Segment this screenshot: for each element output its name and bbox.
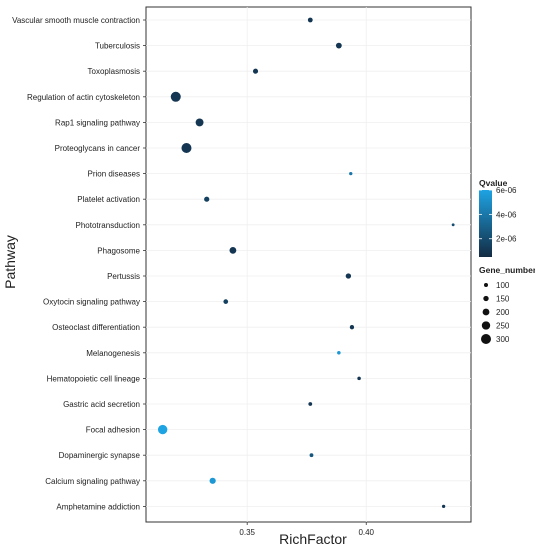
color-legend-label: 6e-06 (496, 186, 517, 195)
size-legend-dot (481, 334, 491, 344)
y-tick-label: Toxoplasmosis (88, 67, 140, 76)
y-tick-label: Tuberculosis (95, 42, 140, 51)
data-point (195, 118, 204, 127)
color-legend-bar (479, 190, 492, 257)
y-tick-label: Gastric acid secretion (63, 400, 140, 409)
data-point (204, 196, 210, 202)
x-tick-label: 0.35 (239, 528, 255, 537)
data-point (252, 68, 259, 74)
size-legend-dot (483, 282, 489, 288)
y-tick-label: Dopaminergic synapse (59, 451, 141, 460)
y-tick-label: Pertussis (107, 272, 140, 281)
data-point (229, 246, 237, 254)
data-points (157, 17, 455, 509)
data-point (181, 143, 192, 153)
data-point (345, 273, 352, 279)
x-axis-ticks: 0.35 0.40 (239, 522, 375, 537)
size-legend-dot (482, 308, 490, 316)
size-legend-label: 250 (496, 322, 510, 331)
data-point (337, 351, 341, 355)
color-legend-title: Qvalue (479, 178, 508, 188)
y-tick-label: Vascular smooth muscle contraction (12, 16, 140, 25)
y-tick-label: Amphetamine addiction (56, 502, 140, 511)
data-point (308, 402, 313, 406)
data-point (451, 223, 455, 227)
data-point (307, 17, 313, 23)
y-tick-label: Rap1 signaling pathway (55, 118, 140, 127)
data-point (349, 325, 355, 330)
data-point (223, 299, 229, 304)
color-legend-label: 4e-06 (496, 210, 517, 219)
y-tick-label: Phototransduction (76, 221, 141, 230)
y-tick-label: Platelet activation (77, 195, 140, 204)
x-tick-label: 0.40 (358, 528, 374, 537)
size-legend-label: 100 (496, 281, 510, 290)
y-tick-label: Phagosome (97, 246, 140, 255)
pathway-labels: Vascular smooth muscle contraction Tuberc… (12, 16, 146, 511)
plot-panel (145, 6, 472, 523)
data-point (170, 91, 181, 102)
y-tick-label: Proteoglycans in cancer (55, 144, 141, 153)
y-tick-label: Hematopoietic cell lineage (47, 374, 141, 383)
y-tick-label: Oxytocin signaling pathway (43, 298, 140, 307)
data-point (157, 424, 168, 435)
y-tick-label: Focal adhesion (86, 426, 140, 435)
y-tick-label: Prion diseases (88, 170, 140, 179)
size-legend-dot (483, 295, 489, 302)
y-tick-label: Regulation of actin cytoskeleton (27, 93, 140, 102)
y-tick-label: Calcium signaling pathway (45, 477, 140, 486)
x-axis-title: RichFactor (279, 531, 347, 547)
size-legend-dot (481, 321, 491, 330)
y-tick-label: Melanogenesis (86, 349, 140, 358)
y-tick-label: Osteoclast differentiation (52, 323, 140, 332)
size-legend-label: 300 (496, 335, 510, 344)
y-axis-title: Pathway (2, 235, 18, 289)
grid-lines (146, 7, 471, 522)
data-point (309, 453, 314, 458)
data-point (357, 376, 361, 381)
size-legend-label: 150 (496, 295, 510, 304)
size-legend-title: Gene_number (479, 265, 535, 275)
data-point (349, 171, 353, 176)
legends: Qvalue 6e-06 4e-06 2e-06 Gene_number 100 15… (479, 178, 535, 344)
color-legend-label: 2e-06 (496, 235, 517, 244)
data-point (209, 477, 216, 484)
data-point (441, 504, 446, 509)
size-legend-label: 200 (496, 308, 510, 317)
data-point (335, 42, 342, 49)
